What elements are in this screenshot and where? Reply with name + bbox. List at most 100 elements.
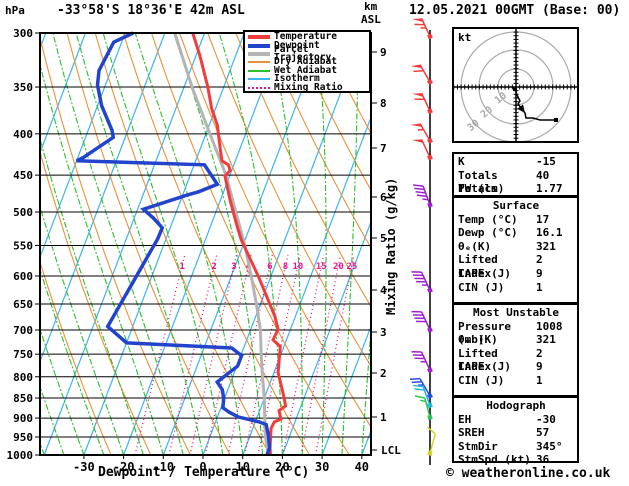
svg-text:950: 950: [13, 431, 33, 444]
row-value: 9: [536, 266, 543, 280]
legend-item-temperature: Temperature: [248, 31, 369, 43]
wind-barb: [414, 395, 433, 420]
indices-table: K -15 Totals Totals 40 PW (cm) 1.77: [452, 152, 579, 197]
svg-text:3: 3: [231, 262, 236, 272]
altitude-axis-unit-km: km: [364, 0, 378, 13]
svg-text:6: 6: [267, 262, 272, 272]
row-label: θₑ (K): [458, 333, 498, 347]
svg-text:1: 1: [380, 411, 387, 424]
table-row: CIN (J) 1: [458, 374, 574, 388]
row-value: 345°: [536, 439, 563, 453]
svg-text:-10: -10: [152, 460, 174, 474]
svg-text:8: 8: [380, 97, 387, 110]
row-value: 9: [536, 360, 543, 374]
footer-credit: © weatheronline.co.uk: [446, 466, 611, 481]
svg-text:0: 0: [199, 460, 206, 474]
svg-text:2: 2: [211, 262, 216, 272]
wind-barb: [427, 426, 436, 456]
svg-text:-20: -20: [113, 460, 135, 474]
row-label: EH: [458, 412, 472, 426]
svg-text:4: 4: [380, 284, 387, 297]
table-row: PW (cm) 1.77: [458, 182, 574, 196]
svg-text:600: 600: [13, 270, 33, 283]
legend-label: Dry Adiabat: [274, 56, 337, 68]
table-row: Pressure (mb) 1008: [458, 319, 574, 347]
row-label: Dewp (°C): [458, 226, 518, 240]
legend-label: Isotherm: [274, 73, 320, 85]
svg-text:kt: kt: [458, 31, 471, 44]
temperature-line: [191, 32, 288, 456]
parcel-trajectory-line: [173, 32, 270, 456]
wind-barb: [411, 310, 433, 333]
table-row: StmSpd (kt) 36: [458, 453, 574, 467]
table-row: StmDir 345°: [458, 440, 574, 454]
row-label: CAPE (J): [458, 266, 511, 280]
mixing-ratio-axis-title: Mixing Ratio (g/kg): [384, 177, 398, 315]
svg-text:2: 2: [380, 367, 387, 380]
wind-barb: [411, 271, 433, 294]
row-value: 57: [536, 426, 550, 440]
mixing-ratio-line-sample: [248, 86, 270, 89]
svg-text:1: 1: [179, 262, 184, 272]
row-label: CIN (J): [458, 373, 505, 387]
svg-text:10: 10: [235, 460, 249, 474]
wind-barb: [411, 139, 433, 161]
row-value: 40: [536, 168, 550, 182]
table-title: Most Unstable: [472, 306, 560, 319]
svg-text:650: 650: [13, 298, 33, 311]
legend-item-dry-adiabat: Dry Adiabat: [248, 56, 369, 68]
row-value: -30: [536, 412, 556, 426]
svg-text:9: 9: [380, 46, 387, 59]
svg-text:400: 400: [13, 128, 33, 141]
legend-label: Parcel Trajectory: [274, 43, 332, 63]
svg-text:30: 30: [315, 460, 329, 474]
svg-text:800: 800: [13, 371, 33, 384]
legend-item-mixing-ratio: Mixing Ratio: [248, 81, 369, 93]
most-unstable-table: Most Unstable Pressure (mb) 1008 θₑ (K) 32…: [452, 303, 579, 397]
svg-text:15: 15: [316, 262, 327, 272]
svg-text:20: 20: [333, 262, 344, 272]
svg-text:900: 900: [13, 412, 33, 425]
legend-item-wet-adiabat: Wet Adiabat: [248, 66, 369, 75]
row-label: PW (cm): [458, 182, 505, 196]
legend-item-parcel: Parcel Trajectory: [248, 45, 369, 62]
table-row: CAPE (J) 9: [458, 267, 574, 281]
row-label: SREH: [458, 426, 485, 440]
svg-text:5: 5: [380, 232, 387, 245]
row-label: Totals Totals: [458, 168, 498, 196]
page-title: -33°58'S 18°36'E 42m ASL: [57, 3, 245, 18]
surface-table: Surface Temp (°C) 17 Dewp (°C) 16.1 θₑ(K) 3…: [452, 196, 579, 304]
dry-adiabat-line-sample: [248, 61, 270, 64]
row-value: 1008: [536, 319, 563, 333]
row-value: 16.1: [536, 226, 563, 240]
datetime-label: 12.05.2021 00GMT (Base: 00): [409, 3, 621, 18]
row-label: CAPE (J): [458, 360, 511, 374]
svg-text:450: 450: [13, 169, 33, 182]
row-value: 36: [536, 453, 550, 467]
row-value: 1: [536, 373, 543, 387]
svg-text:7: 7: [380, 142, 387, 155]
legend-label: Dewpoint: [274, 39, 320, 51]
row-value: 1: [536, 280, 543, 294]
table-row: Dewp (°C) 16.1: [458, 226, 574, 240]
isotherm-line-sample: [248, 78, 270, 81]
table-row: Totals Totals 40: [458, 168, 574, 196]
svg-text:750: 750: [13, 348, 33, 361]
row-label: Lifted Index: [458, 253, 498, 280]
altitude-axis-unit-asl: ASL: [361, 13, 381, 26]
table-row: CAPE (J) 9: [458, 360, 574, 374]
row-label: StmSpd (kt): [458, 453, 531, 467]
row-label: K: [458, 155, 465, 168]
sounding-profiles: [75, 31, 288, 456]
svg-text:6: 6: [380, 191, 387, 204]
wind-barb: [409, 377, 434, 399]
row-label: CIN (J): [458, 280, 505, 294]
axis-labels: 3003504004505005506006507007508008509009…: [7, 27, 402, 474]
legend-label: Temperature: [274, 31, 337, 43]
wind-barb-column: [409, 18, 436, 465]
temperature-line-sample: [248, 35, 270, 40]
svg-text:300: 300: [13, 27, 33, 40]
legend-label: Mixing Ratio: [274, 81, 343, 93]
svg-text:350: 350: [13, 81, 33, 94]
